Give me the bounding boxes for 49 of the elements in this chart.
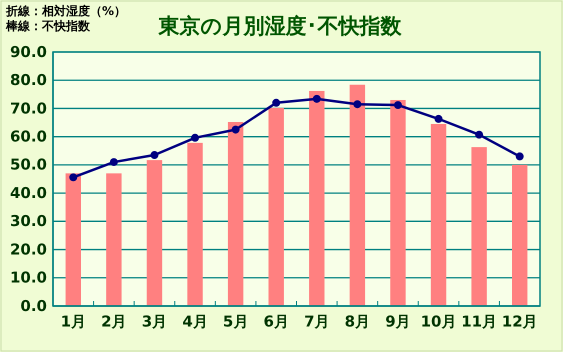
- bar: [512, 164, 528, 306]
- point: [434, 114, 443, 123]
- point: [272, 98, 280, 107]
- bar: [66, 173, 82, 306]
- bar: [228, 122, 244, 306]
- text: 折線：相対湿度（%）: [5, 4, 126, 18]
- x-tick-label: 7月: [304, 312, 330, 331]
- x-tick-label: 3月: [142, 312, 168, 331]
- y-tick-label: 80.0: [10, 71, 47, 90]
- bar: [390, 100, 406, 306]
- bar: [430, 124, 446, 306]
- y-tick-label: 20.0: [10, 240, 47, 258]
- point: [353, 100, 362, 108]
- point: [191, 134, 200, 142]
- chart-title: 東京の月別湿度･不快指数: [158, 14, 402, 38]
- bar: [309, 90, 325, 306]
- x-tick-label: 5月: [222, 312, 248, 331]
- y-tick-label: 40.0: [10, 184, 47, 202]
- y-tick-label: 70.0: [10, 99, 47, 118]
- bar: [146, 160, 162, 306]
- y-tick-label: 60.0: [10, 127, 47, 146]
- bar: [471, 147, 487, 306]
- point: [110, 158, 118, 166]
- y-tick-label: 90.0: [10, 42, 47, 61]
- x-tick-label: 1月: [60, 312, 86, 331]
- point: [232, 126, 240, 134]
- point: [475, 130, 484, 139]
- y-tick-label: 10.0: [10, 268, 47, 287]
- text: 棒線：不快指数: [5, 19, 91, 33]
- point: [69, 173, 78, 182]
- x-tick-label: 11月: [461, 312, 498, 331]
- x-tick-label: 8月: [344, 312, 370, 331]
- bar: [106, 173, 122, 306]
- x-tick-label: 2月: [101, 312, 127, 331]
- x-tick-label: 4月: [182, 312, 208, 331]
- point: [394, 101, 402, 110]
- point: [516, 152, 524, 160]
- bar: [187, 142, 203, 306]
- bar: [350, 84, 366, 306]
- bar: [268, 108, 284, 306]
- x-tick-label: 6月: [263, 312, 289, 331]
- y-tick-label: 50.0: [10, 156, 47, 174]
- x-tick-label: 12月: [502, 312, 538, 331]
- y-tick-label: 30.0: [10, 212, 47, 230]
- point: [150, 151, 158, 159]
- x-tick-label: 10月: [420, 312, 456, 331]
- point: [312, 94, 321, 103]
- y-tick-label: 0.0: [20, 296, 47, 315]
- x-tick-label: 9月: [385, 312, 411, 331]
